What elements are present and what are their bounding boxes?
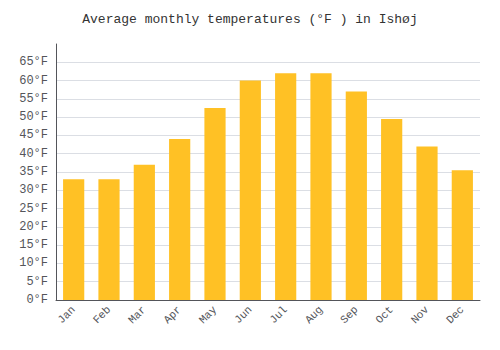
svg-text:Jun: Jun bbox=[232, 304, 254, 326]
svg-text:35°F: 35°F bbox=[19, 165, 48, 179]
svg-text:45°F: 45°F bbox=[19, 128, 48, 142]
svg-text:Average monthly temperatures (: Average monthly temperatures (°F ) in Is… bbox=[82, 12, 417, 27]
svg-text:10°F: 10°F bbox=[19, 256, 48, 270]
svg-text:Nov: Nov bbox=[409, 303, 432, 326]
svg-text:60°F: 60°F bbox=[19, 74, 48, 88]
svg-text:Aug: Aug bbox=[303, 304, 325, 326]
svg-text:Dec: Dec bbox=[444, 304, 466, 326]
svg-text:15°F: 15°F bbox=[19, 238, 48, 252]
svg-text:Feb: Feb bbox=[91, 304, 113, 326]
svg-text:40°F: 40°F bbox=[19, 147, 48, 161]
svg-text:Apr: Apr bbox=[161, 304, 183, 326]
svg-text:20°F: 20°F bbox=[19, 220, 48, 234]
svg-text:May: May bbox=[197, 303, 220, 326]
svg-text:50°F: 50°F bbox=[19, 110, 48, 124]
svg-text:5°F: 5°F bbox=[26, 275, 48, 289]
svg-text:Sep: Sep bbox=[338, 304, 360, 326]
svg-text:25°F: 25°F bbox=[19, 202, 48, 216]
svg-text:Mar: Mar bbox=[126, 304, 148, 326]
svg-text:Jul: Jul bbox=[267, 304, 289, 326]
svg-text:Oct: Oct bbox=[373, 304, 395, 326]
svg-text:Jan: Jan bbox=[55, 304, 77, 326]
svg-text:65°F: 65°F bbox=[19, 55, 48, 69]
svg-text:30°F: 30°F bbox=[19, 183, 48, 197]
svg-text:0°F: 0°F bbox=[26, 293, 48, 307]
svg-text:55°F: 55°F bbox=[19, 92, 48, 106]
